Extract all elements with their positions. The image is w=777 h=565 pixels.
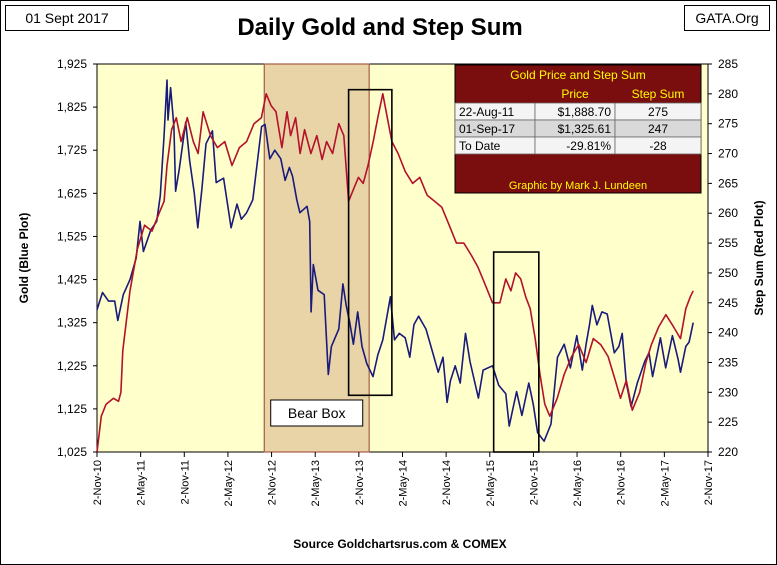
chart-title: Daily Gold and Step Sum [237, 14, 523, 41]
y-tick-label-right: 235 [718, 355, 738, 369]
y-tick-label-right: 225 [718, 415, 738, 429]
x-tick-label: 2-Nov-14 [441, 460, 453, 505]
table-cell-text: 275 [648, 105, 668, 119]
x-tick-label: 2-May-12 [223, 460, 235, 506]
y-tick-label-right: 260 [718, 206, 738, 220]
x-tick-label: 2-Nov-12 [267, 460, 279, 505]
table-cell-text: -28 [649, 139, 667, 153]
y-tick-label-left: 1,625 [57, 186, 87, 200]
date-label: 01 Sept 2017 [5, 5, 129, 31]
y-axis-label-left: Gold (Blue Plot) [17, 213, 31, 304]
y-tick-label-right: 230 [718, 385, 738, 399]
x-axis-label: Source Goldchartsrus.com & COMEX [293, 537, 507, 551]
x-tick-label: 2-May-16 [572, 460, 584, 506]
y-axis-label-right: Step Sum (Red Plot) [752, 200, 766, 315]
y-tick-label-left: 1,425 [57, 273, 87, 287]
y-tick-label-right: 245 [718, 296, 738, 310]
y-tick-label-left: 1,925 [57, 57, 87, 71]
y-tick-label-left: 1,225 [57, 359, 87, 373]
table-cell-text: To Date [459, 139, 501, 153]
y-tick-label-right: 275 [718, 117, 738, 131]
y-tick-label-left: 1,825 [57, 100, 87, 114]
table-cell-text: $1,325.61 [558, 122, 612, 136]
x-tick-label: 2-May-14 [398, 460, 410, 506]
x-tick-label: 2-Nov-16 [616, 460, 628, 505]
table-column-header: Price [561, 87, 589, 101]
y-tick-label-right: 220 [718, 445, 738, 459]
table-footer: Graphic by Mark J. Lundeen [509, 180, 647, 192]
y-tick-label-right: 250 [718, 266, 738, 280]
x-tick-label: 2-Nov-11 [179, 460, 191, 504]
x-tick-label: 2-Nov-13 [354, 460, 366, 505]
table-cell-text: 22-Aug-11 [459, 105, 514, 119]
y-tick-label-left: 1,025 [57, 445, 87, 459]
table-cell-text: 247 [648, 122, 668, 136]
y-tick-label-right: 285 [718, 57, 738, 71]
y-tick-label-left: 1,325 [57, 316, 87, 330]
site-label: GATA.Org [684, 5, 770, 31]
highlight-box [492, 251, 540, 453]
x-tick-label: 2-May-13 [310, 460, 322, 506]
y-tick-label-left: 1,725 [57, 143, 87, 157]
y-tick-label-left: 1,125 [57, 402, 87, 416]
y-tick-label-right: 265 [718, 176, 738, 190]
table-cell-text: -29.81% [566, 139, 611, 153]
table-title: Gold Price and Step Sum [510, 68, 645, 82]
x-tick-label: 2-Nov-17 [703, 460, 715, 505]
x-tick-label: 2-May-11 [136, 460, 148, 506]
x-tick-label: 2-May-17 [659, 460, 671, 506]
x-tick-label: 2-May-15 [485, 460, 497, 506]
y-tick-label-right: 270 [718, 147, 738, 161]
y-tick-label-right: 240 [718, 326, 738, 340]
bear-box-label: Bear Box [288, 405, 346, 421]
highlight-box [347, 88, 393, 397]
step-sum-series-line [96, 93, 694, 453]
table-cell [614, 136, 702, 155]
table-column-header: Step Sum [632, 87, 685, 101]
table-cell-text: $1,888.70 [558, 105, 612, 119]
y-tick-label-right: 280 [718, 87, 738, 101]
x-tick-label: 2-Nov-15 [528, 460, 540, 505]
bear-box-band [263, 63, 370, 453]
x-tick-label: 2-Nov-10 [92, 460, 104, 505]
y-tick-label-right: 255 [718, 236, 738, 250]
y-tick-label-left: 1,525 [57, 229, 87, 243]
bear-box-label-box [270, 399, 364, 427]
table-cell-text: 01-Sep-17 [459, 122, 515, 136]
